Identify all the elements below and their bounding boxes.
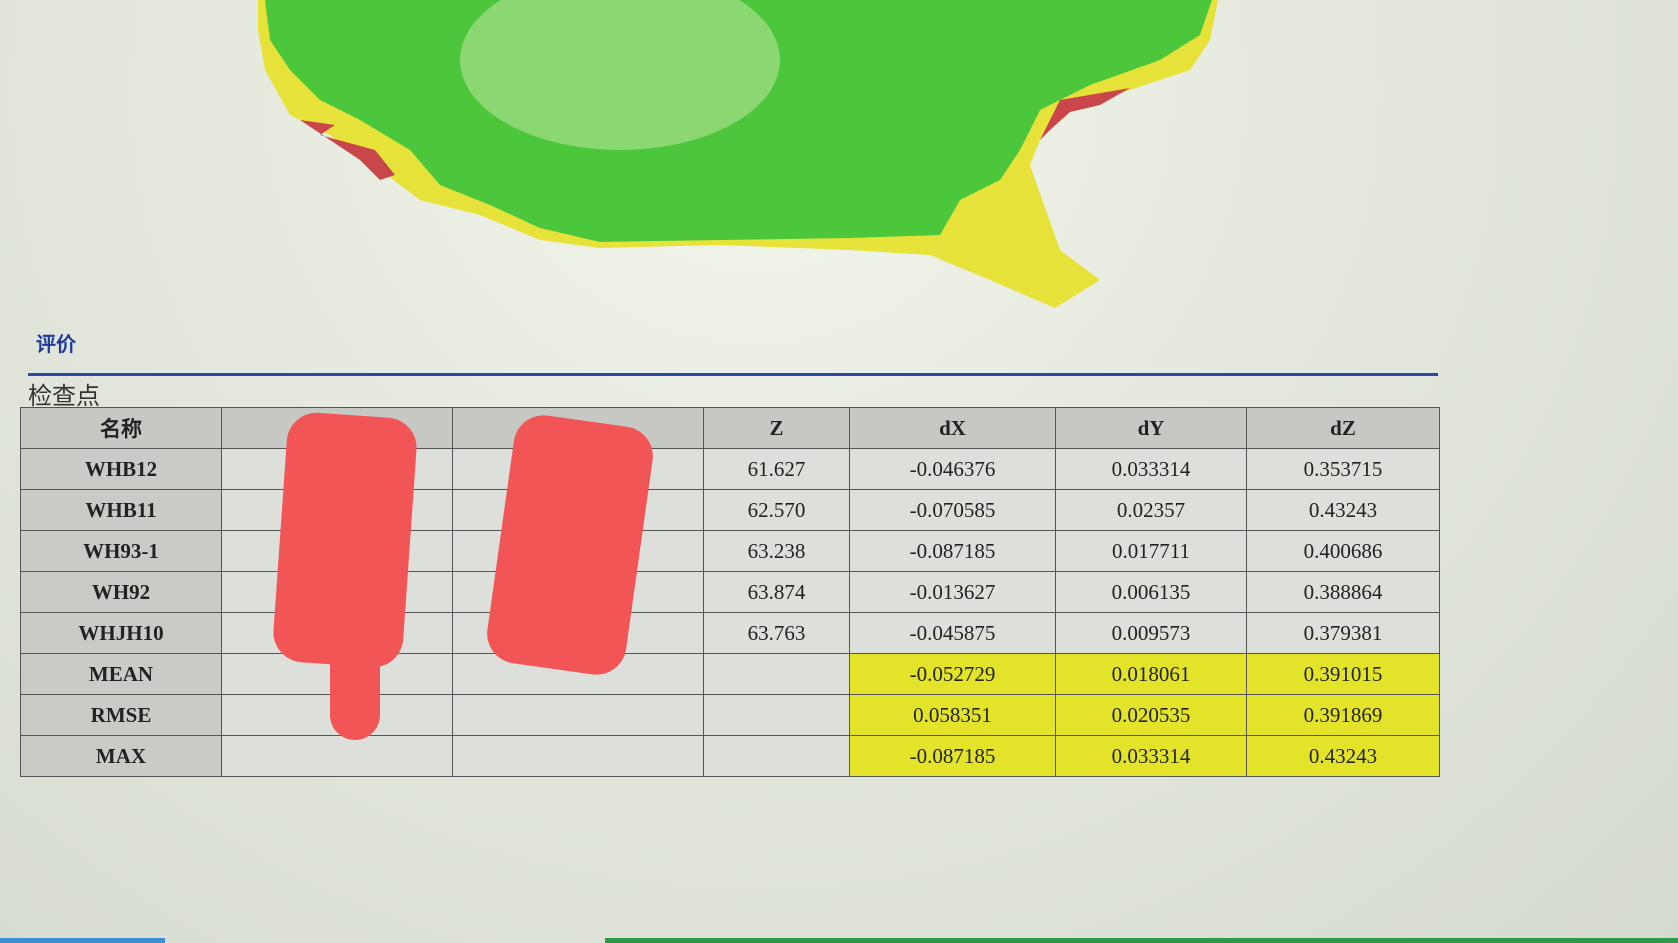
summary-row: MAX -0.087185 0.033314 0.43243 [20, 735, 1440, 777]
section-title: 评价 [36, 332, 76, 356]
cell-dy: 0.006135 [1055, 571, 1247, 613]
taskbar-left [0, 938, 165, 943]
table-row: WHB11 62.570 -0.070585 0.02357 0.43243 [20, 489, 1440, 531]
cell-dx: -0.013627 [849, 571, 1056, 613]
cell-z: 63.763 [703, 612, 850, 654]
cell-dx: -0.045875 [849, 612, 1056, 654]
cell-dz: 0.400686 [1246, 530, 1440, 572]
cell-name: MEAN [20, 653, 222, 695]
cell-name: WH92 [20, 571, 222, 613]
cell-z [703, 653, 850, 695]
cell-z [703, 694, 850, 736]
cell-z: 63.874 [703, 571, 850, 613]
table-header-row: 名称 X Z dX dY dZ [20, 407, 1440, 449]
cell-y [452, 694, 704, 736]
cell-z: 62.570 [703, 489, 850, 531]
cell-dz: 0.391015 [1246, 653, 1440, 695]
table-row: WHB12 61.627 -0.046376 0.033314 0.353715 [20, 448, 1440, 490]
cell-dz: 0.379381 [1246, 612, 1440, 654]
cell-dy: 0.033314 [1055, 448, 1247, 490]
header-dx: dX [849, 407, 1056, 449]
map-red-edges-right [1040, 88, 1130, 140]
table-row: WHJH10.32063.763-0.0458750.0095730.37938… [20, 612, 1440, 654]
cell-dy: 0.009573 [1055, 612, 1247, 654]
cell-z [703, 735, 850, 777]
header-z: Z [703, 407, 850, 449]
checkpoint-table: 名称 X Z dX dY dZ WHB1261.627-0.0463760.03… [20, 407, 1440, 777]
cell-dx: -0.070585 [849, 489, 1056, 531]
cell-name: WHB12 [20, 448, 222, 490]
cell-dz: 0.43243 [1246, 735, 1440, 777]
cell-name: WH93-1 [20, 530, 222, 572]
cell-dy: 0.033314 [1055, 735, 1247, 777]
cell-dy: 0.02357 [1055, 489, 1247, 531]
cell-dx: -0.046376 [849, 448, 1056, 490]
cell-dz: 0.43243 [1246, 489, 1440, 531]
cell-dx: -0.087185 [849, 735, 1056, 777]
header-name: 名称 [20, 407, 222, 449]
deviation-map [258, 0, 1218, 308]
cell-z: 63.238 [703, 530, 850, 572]
taskbar-right [605, 938, 1678, 943]
cell-name: MAX [20, 735, 222, 777]
map-red-edges [300, 120, 395, 180]
cell-name: WHJH10 [20, 612, 222, 654]
cell-name: RMSE [20, 694, 222, 736]
cell-dy: 0.017711 [1055, 530, 1247, 572]
cell-x [221, 735, 453, 777]
cell-dy: 0.018061 [1055, 653, 1247, 695]
divider [28, 373, 1438, 376]
header-dy: dY [1055, 407, 1247, 449]
cell-name: WHB11 [20, 489, 222, 531]
cell-y [452, 735, 704, 777]
cell-dz: 0.391869 [1246, 694, 1440, 736]
cell-dx: -0.087185 [849, 530, 1056, 572]
cell-dz: 0.388864 [1246, 571, 1440, 613]
table-row: WH93-1 63.238 -0.087185 0.017711 0.400686 [20, 530, 1440, 572]
summary-row: RMSE 0.058351 0.020535 0.391869 [20, 694, 1440, 736]
cell-dy: 0.020535 [1055, 694, 1247, 736]
table-row: WH92 63.874 -0.013627 0.006135 0.388864 [20, 571, 1440, 613]
cell-dx: 0.058351 [849, 694, 1056, 736]
cell-dx: -0.052729 [849, 653, 1056, 695]
cell-z: 61.627 [703, 448, 850, 490]
header-dz: dZ [1246, 407, 1440, 449]
summary-row: MEAN -0.052729 0.018061 0.391015 [20, 653, 1440, 695]
cell-dz: 0.353715 [1246, 448, 1440, 490]
table-caption: 检查点 [28, 382, 100, 410]
redaction-mark [330, 560, 380, 740]
